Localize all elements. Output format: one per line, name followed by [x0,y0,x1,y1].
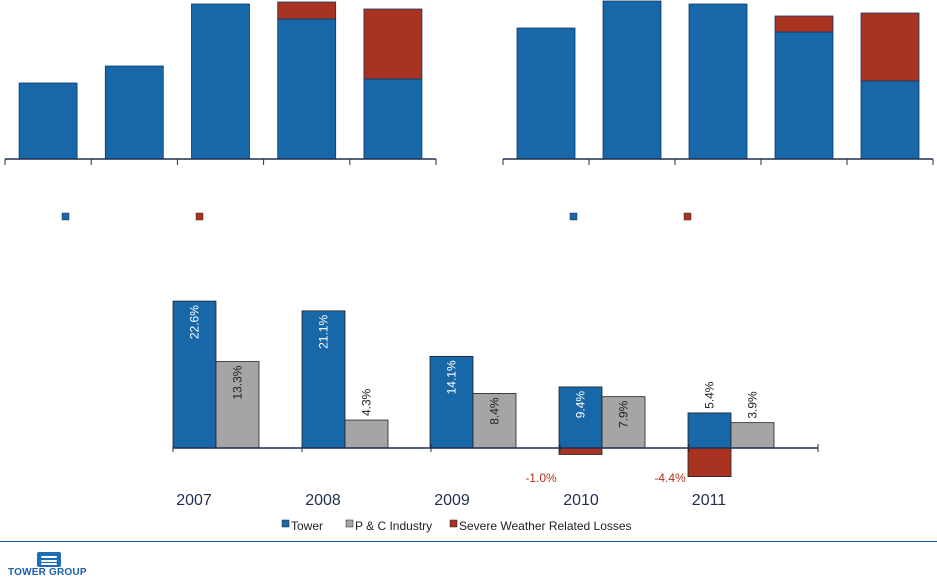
bar-tower-2008 [301,310,346,449]
bar-severe-2010 [558,447,603,455]
footer-divider [0,541,937,542]
bar-base-2 [602,0,662,160]
bar-tower-2011 [687,412,732,449]
logo-icon [37,552,61,567]
bar-base-4 [277,18,337,160]
bar-industry-2010 [601,396,646,449]
bar-base-4 [774,31,834,160]
x-tick-label-2007: 2007 [176,492,212,509]
legend-swatch-base [569,212,578,221]
data-label-tower-2009: 14.1% [445,360,459,394]
data-label-tower-2010: 9.4% [574,391,588,419]
x-tick-label-2011: 2011 [692,492,727,509]
top-chart-2 [502,0,934,221]
company-logo: TOWER GROUP [8,552,98,580]
top-chart-1 [4,1,437,221]
legend-swatch-severe [683,212,692,221]
bottom-chart: 22.6% 13.3% 21.1% 4.3% 14.1% 8.4% 9.4% 7.9% -1.0… [172,300,819,533]
data-label-tower-2007: 22.6% [188,305,202,339]
bar-base-5 [860,80,920,160]
bar-base-1 [18,82,78,160]
bar-severe-5 [363,8,423,80]
x-tick-label-2008: 2008 [305,492,341,509]
bar-base-3 [688,3,748,160]
legend-label-tower: Tower [291,519,323,533]
legend-swatch-severe [195,212,204,221]
data-label-tower-2008: 21.1% [317,315,331,349]
legend-swatch-tower [281,519,290,528]
data-label-tower-2011: 5.4% [703,381,717,409]
bar-base-5 [363,78,423,160]
data-label-severe-2010: -1.0% [525,471,557,485]
bar-industry-2007 [215,361,260,449]
x-tick-label-2010: 2010 [563,492,599,509]
bar-severe-5 [860,12,920,82]
data-label-industry-2009: 8.4% [488,397,502,425]
bar-severe-4 [277,1,337,20]
legend-swatch-industry [345,519,354,528]
data-label-industry-2007: 13.3% [231,365,245,399]
data-label-industry-2011: 3.9% [746,391,760,419]
bar-severe-4 [774,15,834,33]
bar-base-1 [516,27,576,160]
legend-label-industry: P & C Industry [355,519,432,533]
bar-industry-2009 [472,392,517,449]
bar-severe-2011 [687,447,732,478]
data-label-severe-2011: -4.4% [654,471,686,485]
legend-swatch-severe [449,519,458,528]
legend-swatch-base [61,212,70,221]
bar-industry-2011 [730,422,775,449]
logo-text: TOWER GROUP [8,567,87,578]
bar-tower-2010 [558,386,603,449]
data-label-industry-2008: 4.3% [360,388,374,416]
bar-industry-2008 [344,419,389,449]
x-tick-label-2009: 2009 [434,492,470,509]
chart-canvas: 22.6% 13.3% 21.1% 4.3% 14.1% 8.4% 9.4% 7.9% -1.0… [4,0,934,533]
legend-label-severe: Severe Weather Related Losses [459,519,632,533]
bar-base-3 [191,3,250,160]
bar-base-2 [104,65,164,160]
data-label-industry-2010: 7.9% [617,400,631,428]
